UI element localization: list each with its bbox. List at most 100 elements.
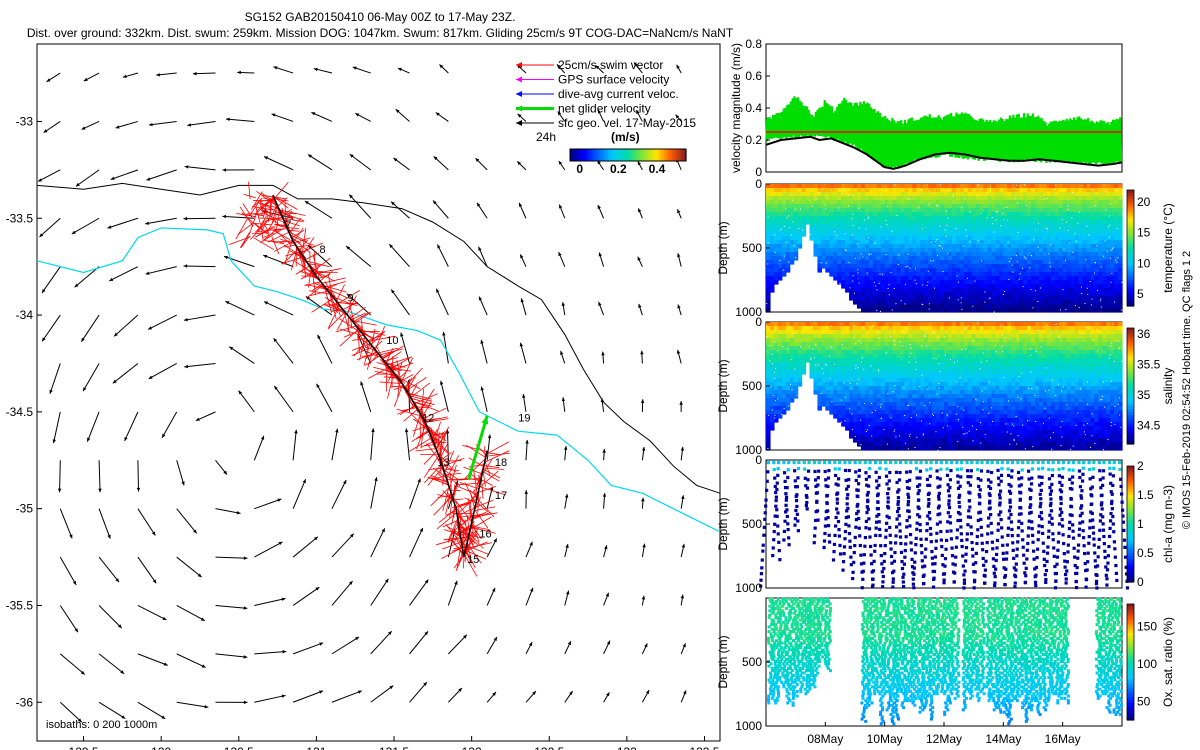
section-speckle [876,309,878,311]
swim-vector [336,313,347,331]
section-cell [912,252,917,257]
section-cell [769,350,775,355]
section-cell [849,256,854,261]
velocity-ytick-label: 0 [755,165,762,179]
section-cell [1023,300,1028,305]
section-cell [940,216,945,221]
section-cell [1082,264,1087,269]
vector-arrow [331,533,355,558]
section-cell [853,414,858,419]
section-cell [813,358,819,363]
section-cell [1038,304,1044,309]
section-cell [805,346,811,351]
section-cell [1062,260,1068,265]
section-cell [1034,212,1040,217]
section-cell [1066,236,1072,241]
section-cell [837,410,842,415]
section-cell [920,292,925,297]
swim-vector [382,345,404,360]
section-cell [1062,188,1068,193]
section-cell [1078,248,1084,253]
section-speckle [1024,184,1026,186]
section-cell [1042,240,1048,245]
section-cell [1066,292,1072,297]
section-speckle [980,212,982,214]
section-cell [932,296,937,301]
section-cell [1011,284,1016,289]
swim-vector [243,193,257,199]
section-cell [1062,228,1068,233]
section-cell [1031,220,1036,225]
section-cell [785,188,791,193]
section-cell [971,268,977,273]
section-cell [833,216,838,221]
section-cell [967,284,973,289]
section-cell [924,244,929,249]
velocity-ylabel: velocity magnitude (m/s) [729,43,743,173]
section-cell [809,350,815,355]
swim-vector [483,468,501,479]
section-cell [1054,192,1060,197]
vector-arrow [225,118,255,122]
section-cell [789,362,795,367]
section-cell [1007,208,1012,213]
section-cell [991,276,997,281]
vector-arrow [59,605,79,633]
section-cell [833,362,838,367]
section-cell [864,276,870,281]
vector-arrow [98,460,101,493]
section-speckle [790,234,792,236]
section-cell [813,346,819,351]
section-cell [876,354,882,359]
section-cell [900,288,906,293]
section-cell [963,232,969,237]
section-cell [813,378,819,383]
section-cell [912,208,917,213]
section-cell [845,276,850,281]
section-cell [833,370,838,375]
section-cell [880,216,886,221]
velocity-ytick-label: 0.4 [745,101,762,115]
section-cell [766,354,771,359]
section-cell [1046,308,1052,313]
section-cell [1023,240,1028,245]
section-cell [1011,236,1016,241]
section-speckle [1085,259,1087,261]
section-cell [1003,276,1008,281]
section-speckle [864,219,866,221]
section-cell [916,188,921,193]
vector-arrow [215,508,241,514]
section-cell [880,192,886,197]
swim-vector [383,357,398,362]
vector-arrow-head [192,71,197,76]
vector-arrow [112,363,139,384]
section-cell [853,196,858,201]
section-cell [777,330,783,335]
section-speckle [965,229,967,231]
section-cell [983,220,989,225]
section-cell [880,304,886,309]
section-cell [1110,300,1115,305]
section-cell [805,338,811,343]
section-cell [995,216,1000,221]
section-cell [872,342,878,347]
section-cell [1082,196,1087,201]
swim-vector [433,421,441,444]
section-cell [983,188,989,193]
section-cell [1094,188,1099,193]
section-cell [884,248,890,253]
section-cell [983,280,989,285]
section-cell [837,260,842,265]
colorbar-tick-label: 10 [1137,256,1151,270]
section-cell [1110,276,1115,281]
section-cell [829,322,834,327]
section-cell [928,208,933,213]
section-cell [876,346,882,351]
section-cell [904,184,909,189]
section-cell [777,370,783,375]
section-cell [1074,212,1080,217]
section-cell [1054,284,1060,289]
swim-vector [470,490,479,501]
section-cell [1007,268,1012,273]
section-cell [841,220,846,225]
